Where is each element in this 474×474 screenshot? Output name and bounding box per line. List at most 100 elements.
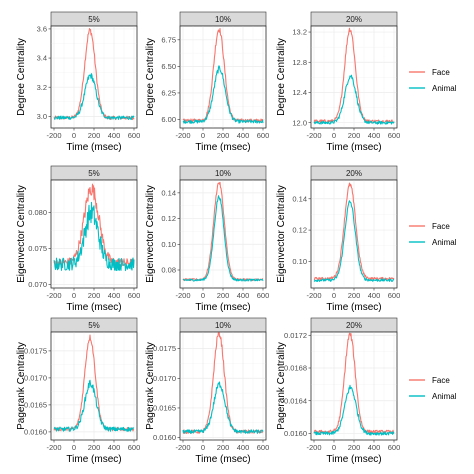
series-line-animal (53, 73, 135, 121)
y-tick-label: 0.0170 (153, 374, 176, 383)
legend-label-animal: Animal (432, 84, 457, 93)
x-tick-label: 0 (332, 291, 336, 300)
y-tick-label: 0.075 (28, 244, 47, 253)
y-axis-title: Degree Centrality (276, 38, 287, 116)
legend-row-1: Face Animal (409, 222, 457, 247)
x-tick-label: 200 (217, 131, 230, 140)
x-tick-label: 400 (368, 443, 381, 452)
x-tick-label: 200 (348, 443, 361, 452)
y-tick-label: 0.0160 (24, 428, 47, 437)
facet-strip-label: 20% (346, 169, 362, 178)
x-tick-label: 200 (348, 291, 361, 300)
x-tick-label: -200 (175, 131, 190, 140)
x-axis-title: Time (msec) (326, 142, 381, 153)
panel-border (179, 331, 267, 441)
panel-1-2: 20% -200 0 200 400 600 0.10 0.12 0.14 Time (msec)… (276, 165, 401, 313)
y-tick-label: 0.12 (161, 214, 176, 223)
series-line-animal (313, 384, 395, 436)
y-tick-label: 0.12 (292, 226, 307, 235)
y-tick-label: 3.6 (37, 25, 47, 34)
x-tick-label: 200 (88, 291, 101, 300)
y-tick-label: 12.4 (292, 88, 307, 97)
y-tick-label: 0.14 (292, 194, 307, 203)
panel-0-1: 10% -200 0 200 400 600 6.00 6.25 6.50 6.75 Time (m… (145, 11, 270, 153)
y-tick-label: 6.00 (161, 115, 176, 124)
y-axis-title: Degree Centrality (16, 38, 27, 116)
facet-strip-label: 5% (88, 15, 100, 24)
x-axis-title: Time (msec) (195, 454, 250, 465)
y-tick-label: 0.0175 (153, 344, 176, 353)
facet-strip-label: 5% (88, 169, 100, 178)
y-tick-label: 6.25 (161, 89, 176, 98)
x-tick-label: 200 (88, 443, 101, 452)
x-tick-label: -200 (46, 131, 61, 140)
y-axis-title: Pagerank Centrality (276, 342, 287, 430)
y-tick-label: 0.0168 (284, 364, 307, 373)
y-axis-title: Pagerank Centrality (16, 342, 27, 430)
x-tick-label: 400 (237, 131, 250, 140)
x-tick-label: -200 (306, 291, 321, 300)
panel-2-0: 5% -200 0 200 400 600 0.0160 0.0165 0.0170 0.0175… (16, 317, 141, 465)
panel-1-0: 5% -200 0 200 400 600 0.070 0.075 0.080 Time (mse… (16, 165, 141, 313)
y-tick-label: 6.50 (161, 62, 176, 71)
x-tick-label: -200 (306, 131, 321, 140)
y-tick-label: 3.4 (37, 54, 47, 63)
y-tick-label: 0.14 (161, 188, 176, 197)
x-tick-label: 600 (257, 291, 270, 300)
series-line-animal (313, 200, 395, 282)
x-tick-label: 0 (72, 131, 76, 140)
x-axis-title: Time (msec) (66, 142, 121, 153)
x-tick-label: 600 (388, 443, 401, 452)
series-line-animal (53, 379, 135, 432)
x-tick-label: -200 (46, 443, 61, 452)
x-tick-label: 400 (108, 291, 121, 300)
y-tick-label: 6.75 (161, 35, 176, 44)
legend-label-face: Face (432, 68, 450, 77)
panel-border (310, 25, 398, 129)
x-axis-title: Time (msec) (66, 302, 121, 313)
x-tick-label: 600 (128, 131, 141, 140)
y-tick-label: 12.0 (292, 118, 307, 127)
y-axis-title: Eigenvector Centrality (276, 185, 287, 283)
x-tick-label: 200 (217, 443, 230, 452)
x-tick-label: 600 (257, 443, 270, 452)
y-tick-label: 0.10 (161, 240, 176, 249)
y-tick-label: 0.070 (28, 280, 47, 289)
panel-border (179, 25, 267, 129)
y-tick-label: 0.0165 (153, 404, 176, 413)
panel-border (310, 331, 398, 441)
facet-strip-label: 10% (215, 169, 231, 178)
x-tick-label: -200 (46, 291, 61, 300)
panel-border (310, 179, 398, 289)
y-tick-label: 3.2 (37, 83, 47, 92)
x-tick-label: 0 (201, 131, 205, 140)
x-tick-label: 600 (128, 291, 141, 300)
x-tick-label: 600 (257, 131, 270, 140)
series-line-animal (182, 65, 264, 124)
y-tick-label: 0.0160 (284, 429, 307, 438)
x-tick-label: 600 (388, 291, 401, 300)
y-tick-label: 0.080 (28, 208, 47, 217)
x-tick-label: 400 (108, 443, 121, 452)
x-tick-label: 400 (237, 443, 250, 452)
x-axis-title: Time (msec) (195, 302, 250, 313)
y-tick-label: 3.0 (37, 112, 47, 121)
series-line-animal (182, 195, 264, 282)
x-tick-label: 400 (237, 291, 250, 300)
legend-label-animal: Animal (432, 238, 457, 247)
y-tick-label: 0.0160 (153, 433, 176, 442)
panel-border (50, 179, 138, 289)
y-tick-label: 0.0165 (24, 401, 47, 410)
panel-border (50, 331, 138, 441)
legend-label-animal: Animal (432, 392, 457, 401)
y-axis-title: Degree Centrality (145, 38, 156, 116)
x-tick-label: 0 (332, 443, 336, 452)
x-axis-title: Time (msec) (66, 454, 121, 465)
x-tick-label: 600 (128, 443, 141, 452)
legend-label-face: Face (432, 222, 450, 231)
panel-0-0: 5% -200 0 200 400 600 3.0 3.2 3.4 3.6 Time (msec) D… (16, 11, 141, 153)
facet-strip-label: 10% (215, 321, 231, 330)
panel-border (50, 25, 138, 129)
series-line-animal (182, 381, 264, 435)
